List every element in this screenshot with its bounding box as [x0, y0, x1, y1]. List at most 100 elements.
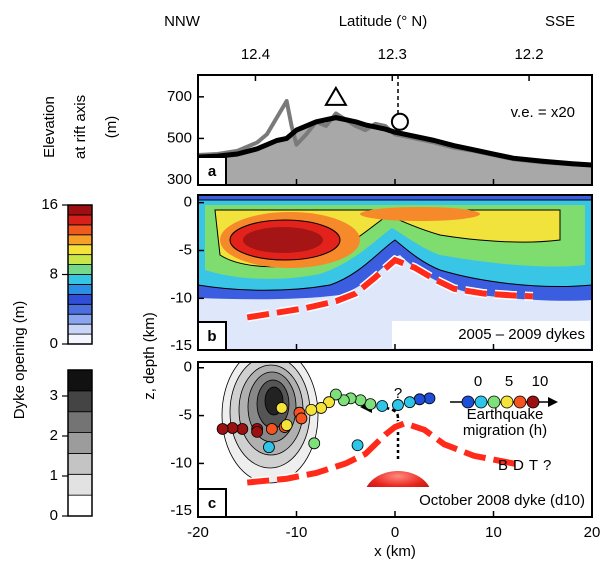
- top-tick-label: 12.4: [241, 46, 270, 63]
- volcano-marker: [324, 85, 348, 106]
- earthquake: [364, 398, 377, 410]
- earthquake: [392, 399, 404, 411]
- panel-letter-box: [197, 156, 227, 186]
- center-marker: [390, 112, 409, 131]
- y-tick-label: 700: [167, 88, 192, 105]
- legend-dot: [500, 395, 514, 409]
- colorbar-bin: [67, 323, 93, 335]
- earthquake: [280, 419, 293, 432]
- legend-dot: [461, 395, 475, 409]
- y-tick-label: 500: [167, 129, 192, 146]
- legend-dot: [474, 395, 488, 409]
- earthquake: [323, 396, 335, 409]
- legend-tick-label: 5: [505, 373, 513, 390]
- top-tick-label: 12.2: [514, 46, 543, 63]
- panel-frame: [197, 194, 593, 351]
- bdt-label: BDT?: [498, 457, 556, 474]
- colorbar-bin: [67, 224, 93, 236]
- colorbar-tick-label: 8: [50, 265, 58, 282]
- panel-letter: a: [208, 163, 217, 180]
- x-tick-label: -10: [286, 524, 308, 541]
- annotation: v.e. = x20: [511, 104, 575, 121]
- earthquake: [236, 423, 249, 435]
- legend-dot: [487, 395, 501, 409]
- panel-letter: c: [208, 495, 216, 512]
- colorbar-bin: [67, 204, 93, 216]
- colorbar-tick-label: 0: [50, 335, 58, 352]
- panel-letter: b: [207, 328, 216, 345]
- bdt-line: [246, 256, 534, 321]
- colorbar-bin: [67, 494, 93, 517]
- colorbar-bin: [67, 293, 93, 305]
- x-tick-label: -20: [187, 524, 209, 541]
- colorbar-bin: [67, 369, 93, 392]
- y-axis-label: z, depth (km): [141, 312, 158, 400]
- panel-frame: [197, 361, 593, 518]
- colorbar-bin: [67, 303, 93, 315]
- earthquake: [295, 412, 308, 425]
- earthquake: [226, 422, 239, 434]
- legend-dot: [526, 395, 540, 409]
- elevation-area: [198, 117, 592, 185]
- colorbar-bin: [67, 390, 93, 413]
- annotation-box: [300, 487, 590, 514]
- y-tick-label: 300: [167, 171, 192, 188]
- earthquake: [423, 392, 436, 405]
- earthquake: [216, 423, 229, 435]
- colorbar-bin: [67, 411, 93, 433]
- colorbar-bin: [67, 244, 93, 256]
- y-tick-label: -15: [170, 502, 192, 519]
- colorbar-tick-label: 16: [41, 196, 58, 213]
- earthquake: [263, 441, 275, 454]
- top-tick-label: 12.3: [378, 46, 407, 63]
- earthquake: [337, 394, 350, 407]
- earthquake: [413, 393, 426, 406]
- colorbar-tick-label: 1: [50, 467, 58, 484]
- earthquake: [305, 403, 318, 416]
- earthquake: [329, 388, 342, 401]
- legend-title: migration (h): [463, 422, 547, 439]
- colorbar-tick-label: 0: [50, 507, 58, 524]
- panel-frame: [197, 74, 593, 186]
- earthquake: [265, 423, 278, 435]
- annotation-box: [392, 321, 590, 348]
- y-tick-label: 0: [184, 359, 192, 376]
- earthquake: [251, 425, 264, 438]
- panel-letter-box: [197, 488, 227, 518]
- question-mark: ?: [394, 385, 402, 402]
- y-axis-label: Elevation: [41, 96, 58, 158]
- colorbar-bin: [67, 313, 93, 325]
- y-tick-label: 0: [184, 194, 192, 211]
- direction-label: SSE: [545, 13, 575, 30]
- colorbar-frame: [67, 369, 93, 517]
- colorbar-tick-label: 2: [50, 427, 58, 444]
- colorbar-bin: [67, 432, 93, 454]
- earthquake: [315, 402, 328, 414]
- earthquake: [376, 400, 389, 412]
- colorbar-bin: [67, 234, 93, 246]
- y-tick-label: -15: [170, 337, 192, 354]
- x-tick-label: 0: [391, 524, 399, 541]
- earthquake: [354, 394, 367, 407]
- y-tick-label: -5: [179, 407, 192, 424]
- elevation-line: [197, 115, 593, 168]
- colorbar-tick-label: 3: [50, 387, 58, 404]
- y-axis-label: at rift axis: [72, 95, 89, 159]
- panel-letter-box: [197, 321, 227, 351]
- annotation: October 2008 dyke (d10): [419, 492, 585, 509]
- y-axis-label: (m): [103, 116, 120, 139]
- colorbar-bin: [67, 284, 93, 295]
- colorbar-title: Dyke opening (m): [11, 301, 28, 419]
- direction-label: NNW: [164, 13, 201, 30]
- y-tick-label: -10: [170, 454, 192, 471]
- opening-field: [198, 195, 592, 350]
- x-tick-label: 10: [485, 524, 502, 541]
- legend-tick-label: 0: [474, 373, 482, 390]
- earthquake: [351, 439, 364, 452]
- earthquake: [275, 402, 288, 414]
- earthquake: [308, 437, 321, 450]
- colorbar-bin: [67, 254, 93, 265]
- legend-dot: [513, 395, 527, 409]
- migration-arrow: [371, 405, 400, 419]
